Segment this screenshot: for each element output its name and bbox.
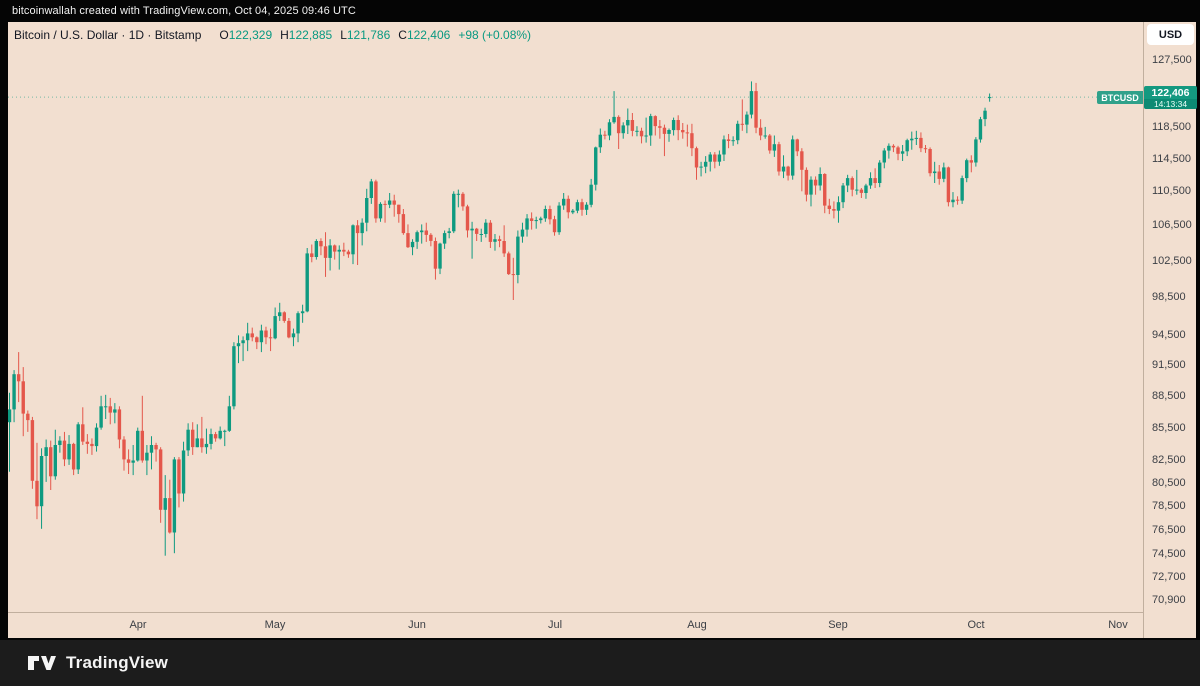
candlestick-svg[interactable] [8,22,1143,612]
price-tick: 70,900 [1152,594,1186,606]
price-tick: 80,500 [1152,477,1186,489]
tradingview-logo[interactable]: TradingView [28,653,168,673]
price-tick: 91,500 [1152,359,1186,371]
price-tick: 102,500 [1152,255,1192,267]
price-axis[interactable]: USD 127,500 118,500 114,500 110,500 106,500 1… [1143,22,1197,638]
month-label: Sep [828,619,848,631]
price-tick: 88,500 [1152,390,1186,402]
time-axis[interactable]: Apr May Jun Jul Aug Sep Oct Nov [8,612,1143,638]
price-tick: 74,500 [1152,548,1186,560]
tradingview-logo-icon [28,656,56,670]
bar-close-countdown: 14:13:34 [1144,99,1197,109]
chart-area: Bitcoin / U.S. Dollar · 1D · Bitstamp O12… [8,22,1197,638]
price-tick: 82,500 [1152,454,1186,466]
price-tick: 94,500 [1152,329,1186,341]
tradingview-wordmark: TradingView [66,653,169,672]
change-value: +98 (+0.08%) [458,28,532,42]
last-price-value: 122,406 [1144,86,1197,99]
month-label: Apr [129,619,147,631]
ohlc-values: O122,329 H122,885 L121,786 C122,406 [219,28,451,42]
footer-bar: TradingView [0,640,1200,686]
attribution-text: bitcoinwallah created with TradingView.c… [12,5,356,17]
month-label: Aug [687,619,707,631]
month-label: Jul [547,619,563,631]
attribution-bar: bitcoinwallah created with TradingView.c… [0,0,1200,22]
chart-legend[interactable]: Bitcoin / U.S. Dollar · 1D · Bitstamp O12… [14,28,531,42]
price-tick: 76,500 [1152,524,1186,536]
price-tick: 85,500 [1152,422,1186,434]
price-tick: 106,500 [1152,219,1192,231]
price-tick: 118,500 [1152,121,1191,133]
price-tick: 98,500 [1152,291,1186,303]
symbol-tag-text: BTCUSD [1101,92,1139,103]
month-label: May [264,619,286,631]
price-tick: 78,500 [1152,500,1186,512]
price-tick: 110,500 [1152,185,1191,197]
month-label: Nov [1108,619,1128,631]
symbol-title: Bitcoin / U.S. Dollar · 1D · Bitstamp [14,28,202,42]
price-plot[interactable]: Bitcoin / U.S. Dollar · 1D · Bitstamp O12… [8,22,1143,612]
last-price-label: 122,406 14:13:34 [1144,86,1197,109]
price-tick: 114,500 [1152,153,1191,165]
price-tick: 72,700 [1152,571,1186,583]
symbol-price-tag: BTCUSD [1097,91,1143,104]
price-tick: 127,500 [1152,54,1192,66]
month-label: Jun [408,619,426,631]
currency-toggle-button[interactable]: USD [1147,24,1194,45]
month-label: Oct [967,619,985,631]
